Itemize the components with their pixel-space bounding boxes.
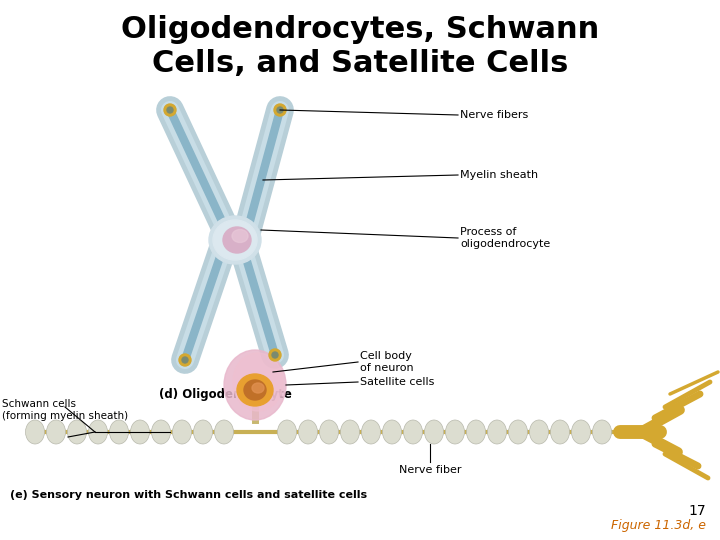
Ellipse shape — [223, 227, 251, 253]
Circle shape — [269, 349, 281, 361]
Ellipse shape — [224, 350, 286, 420]
Text: Nerve fibers: Nerve fibers — [460, 110, 528, 120]
Ellipse shape — [403, 420, 423, 444]
Text: Cell body
of neuron: Cell body of neuron — [360, 351, 413, 373]
Ellipse shape — [244, 380, 266, 400]
Ellipse shape — [341, 420, 359, 444]
Ellipse shape — [467, 420, 485, 444]
Circle shape — [274, 104, 286, 116]
Ellipse shape — [47, 420, 66, 444]
Ellipse shape — [425, 420, 444, 444]
Circle shape — [272, 352, 278, 358]
Ellipse shape — [277, 420, 297, 444]
Ellipse shape — [551, 420, 570, 444]
Ellipse shape — [361, 420, 380, 444]
Circle shape — [167, 107, 173, 113]
Circle shape — [179, 354, 191, 366]
Circle shape — [277, 107, 283, 113]
Text: (e) Sensory neuron with Schwann cells and satellite cells: (e) Sensory neuron with Schwann cells an… — [10, 490, 367, 500]
Ellipse shape — [25, 420, 45, 444]
Text: Oligodendrocytes, Schwann
Cells, and Satellite Cells: Oligodendrocytes, Schwann Cells, and Sat… — [121, 15, 599, 78]
Ellipse shape — [487, 420, 506, 444]
Ellipse shape — [130, 420, 150, 444]
Text: 17: 17 — [688, 504, 706, 518]
Ellipse shape — [529, 420, 549, 444]
Ellipse shape — [213, 220, 257, 260]
Ellipse shape — [508, 420, 528, 444]
Ellipse shape — [252, 383, 264, 393]
Ellipse shape — [194, 420, 212, 444]
Text: Myelin sheath: Myelin sheath — [460, 170, 538, 180]
Ellipse shape — [89, 420, 107, 444]
Ellipse shape — [68, 420, 86, 444]
Ellipse shape — [382, 420, 402, 444]
Text: Figure 11.3d, e: Figure 11.3d, e — [611, 519, 706, 532]
Text: (d) Oligodendrocyte: (d) Oligodendrocyte — [158, 388, 292, 401]
Text: Nerve fiber: Nerve fiber — [399, 465, 462, 475]
Ellipse shape — [109, 420, 128, 444]
Circle shape — [164, 104, 176, 116]
Ellipse shape — [237, 374, 273, 406]
Ellipse shape — [173, 420, 192, 444]
Ellipse shape — [232, 230, 248, 242]
Ellipse shape — [233, 353, 283, 411]
Ellipse shape — [209, 216, 261, 264]
Text: Satellite cells: Satellite cells — [360, 377, 434, 387]
Ellipse shape — [320, 420, 338, 444]
Ellipse shape — [572, 420, 590, 444]
Text: Schwann cells
(forming myelin sheath): Schwann cells (forming myelin sheath) — [2, 399, 128, 421]
Text: Process of
oligodendrocyte: Process of oligodendrocyte — [460, 227, 550, 249]
Ellipse shape — [215, 420, 233, 444]
Ellipse shape — [446, 420, 464, 444]
Ellipse shape — [151, 420, 171, 444]
Ellipse shape — [299, 420, 318, 444]
Circle shape — [182, 357, 188, 363]
Ellipse shape — [593, 420, 611, 444]
